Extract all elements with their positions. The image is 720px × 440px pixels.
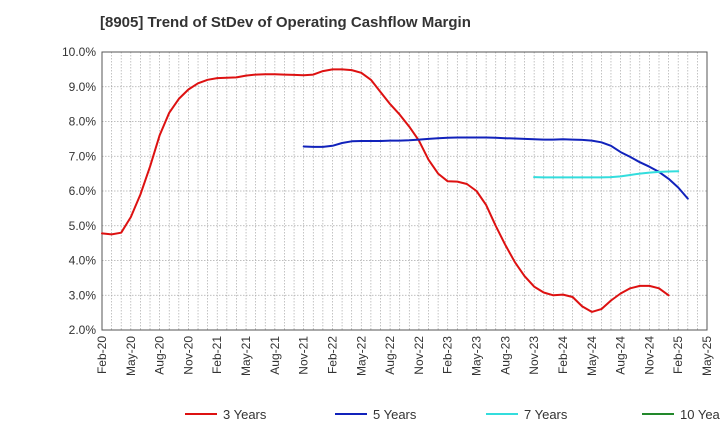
x-tick-label: Nov-20 <box>181 336 195 375</box>
x-tick-label: May-23 <box>470 336 484 376</box>
x-tick-label: Aug-23 <box>498 336 512 375</box>
x-tick-label: Nov-21 <box>297 336 311 375</box>
y-tick-label: 4.0% <box>69 254 97 268</box>
legend: 3 Years 5 Years 7 Years 10 Years <box>185 407 720 422</box>
x-tick-label: Aug-24 <box>614 336 628 375</box>
chart-title: [8905] Trend of StDev of Operating Cashf… <box>100 14 471 31</box>
y-tick-label: 2.0% <box>69 323 97 337</box>
x-tick-label: Aug-22 <box>383 336 397 375</box>
legend-label: 7 Years <box>524 407 568 422</box>
x-tick-label: May-21 <box>239 336 253 376</box>
series-line-7-years <box>533 170 680 179</box>
legend-label: 5 Years <box>373 407 417 422</box>
series-line-5-years <box>302 136 689 200</box>
y-tick-label: 6.0% <box>69 184 97 198</box>
x-tick-label: Nov-23 <box>527 336 541 375</box>
y-tick-label: 3.0% <box>69 288 97 302</box>
x-tick-label: Feb-23 <box>441 336 455 374</box>
legend-label: 3 Years <box>223 407 267 422</box>
y-tick-label: 8.0% <box>69 115 97 129</box>
series-line-3-years <box>101 68 670 313</box>
legend-item: 7 Years <box>486 407 568 422</box>
grid <box>102 52 707 330</box>
x-tick-label: May-24 <box>585 336 599 376</box>
y-tick-label: 5.0% <box>69 219 97 233</box>
x-tick-label: Feb-22 <box>325 336 339 374</box>
x-tick-label: Aug-21 <box>268 336 282 375</box>
x-tick-label: May-22 <box>354 336 368 376</box>
y-tick-label: 10.0% <box>62 45 96 59</box>
x-tick-label: Nov-22 <box>412 336 426 375</box>
legend-item: 5 Years <box>335 407 417 422</box>
x-tick-label: Feb-20 <box>95 336 109 374</box>
axes: 10.0%9.0%8.0%7.0%6.0%5.0%4.0%3.0%2.0%Feb… <box>62 45 714 376</box>
plot-frame <box>101 51 708 331</box>
legend-item: 3 Years <box>185 407 267 422</box>
x-tick-label: Feb-21 <box>210 336 224 374</box>
legend-item: 10 Years <box>642 407 720 422</box>
x-tick-label: Feb-24 <box>556 336 570 374</box>
x-tick-label: May-20 <box>124 336 138 376</box>
y-tick-label: 9.0% <box>69 80 97 94</box>
x-tick-label: Nov-24 <box>642 336 656 375</box>
y-tick-label: 7.0% <box>69 149 97 163</box>
x-tick-label: Feb-25 <box>671 336 685 374</box>
series-layer <box>101 68 689 313</box>
x-tick-label: Aug-20 <box>153 336 167 375</box>
legend-label: 10 Years <box>680 407 720 422</box>
x-tick-label: May-25 <box>700 336 714 376</box>
